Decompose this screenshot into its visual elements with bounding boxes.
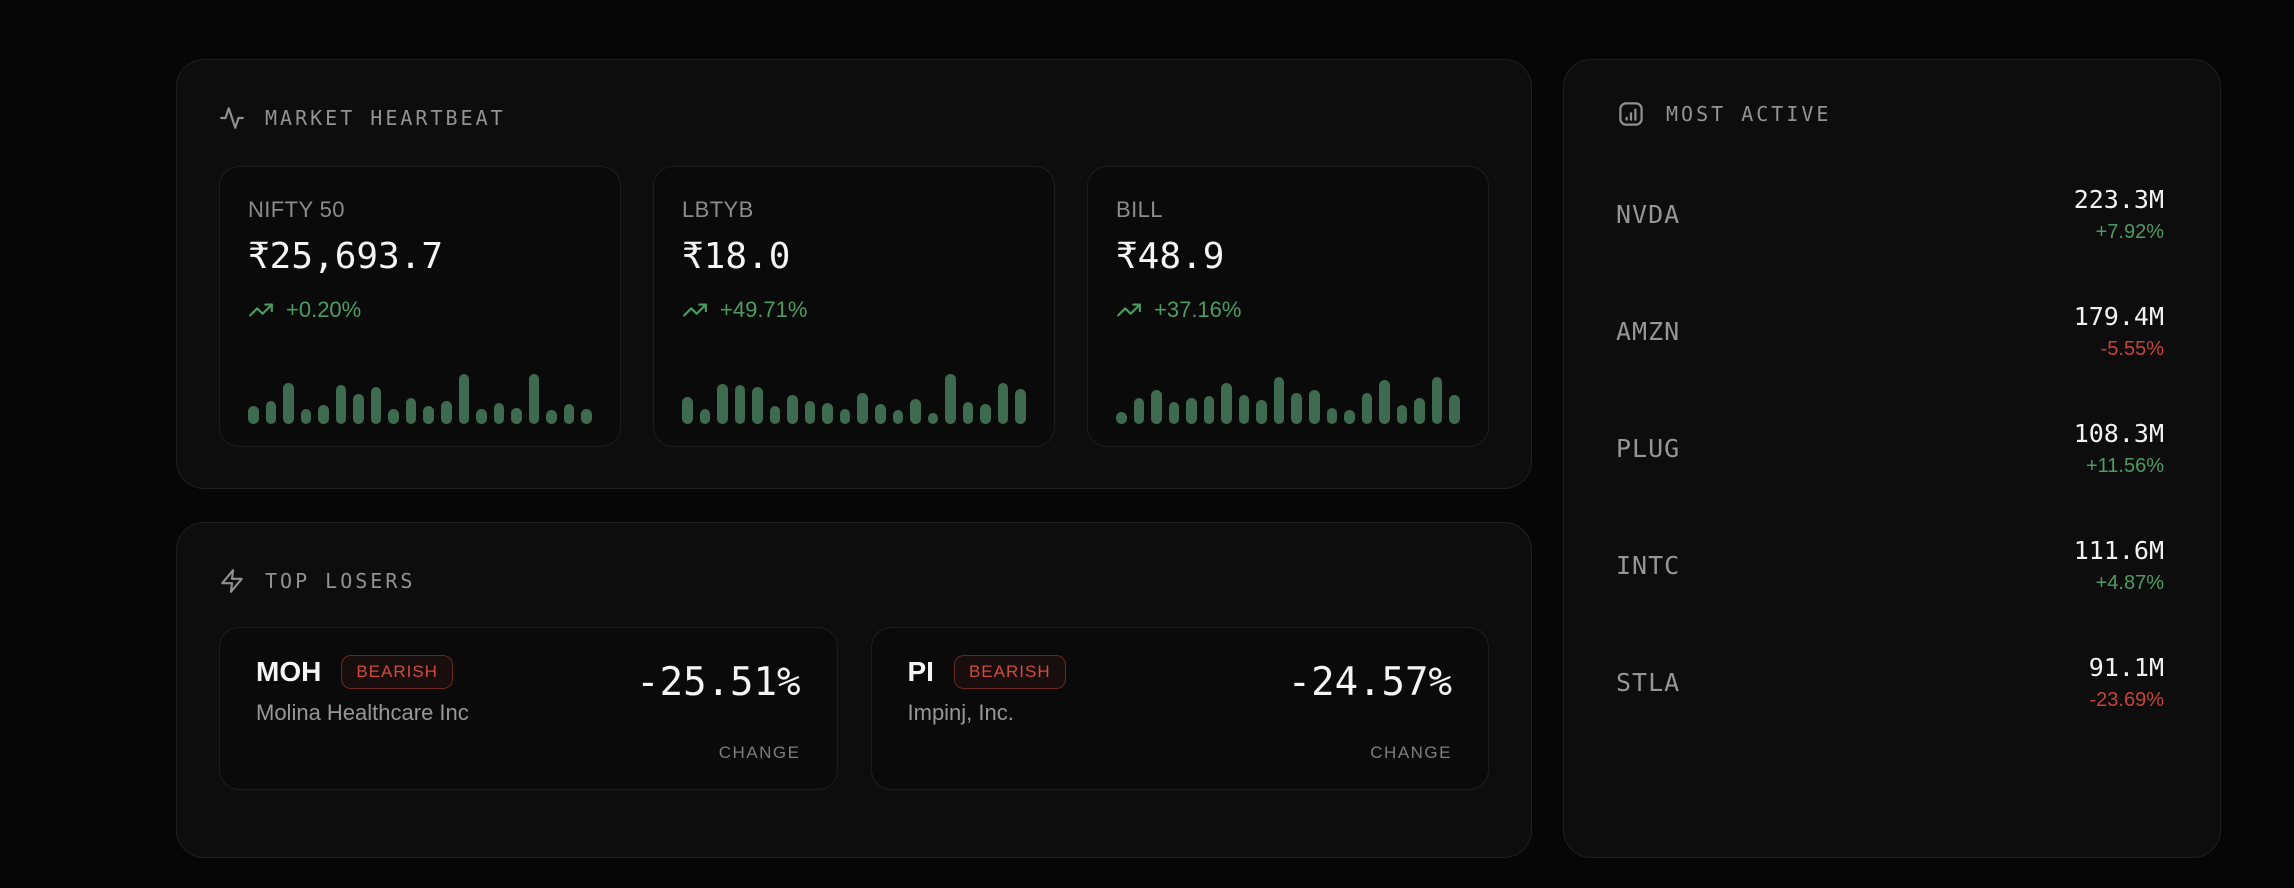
zap-icon: [219, 568, 245, 594]
active-volume: 223.3M: [2073, 185, 2164, 214]
bar-chart-square-icon: [1616, 99, 1646, 129]
active-row-plug[interactable]: PLUG 108.3M +11.56%: [1616, 390, 2164, 507]
active-row-intc[interactable]: INTC 111.6M +4.87%: [1616, 507, 2164, 624]
volume-sparkline: [682, 374, 1026, 424]
active-change: +7.92%: [2095, 221, 2164, 243]
ticker-grid: NIFTY 50 ₹25,693.7 +0.20% LBTYB ₹18.0 +4…: [219, 166, 1489, 447]
active-change: +11.56%: [2085, 455, 2164, 477]
loser-company: Molina Healthcare Inc: [256, 700, 469, 725]
loser-change-label: CHANGE: [1370, 743, 1452, 762]
active-change: +4.87%: [2095, 572, 2164, 594]
active-row-nvda[interactable]: NVDA 223.3M +7.92%: [1616, 156, 2164, 273]
trending-up-icon: [248, 297, 274, 323]
ticker-change: +37.16%: [1154, 297, 1242, 322]
active-symbol: STLA: [1616, 668, 1681, 697]
ticker-card-nifty50[interactable]: NIFTY 50 ₹25,693.7 +0.20%: [219, 166, 621, 447]
active-volume: 111.6M: [2073, 536, 2164, 565]
trending-up-icon: [1116, 297, 1142, 323]
top-losers-panel: TOP LOSERS MOH BEARISH Molina Healthcare…: [176, 522, 1532, 858]
bearish-badge: BEARISH: [341, 655, 453, 689]
active-row-amzn[interactable]: AMZN 179.4M -5.55%: [1616, 273, 2164, 390]
panel-title: MOST ACTIVE: [1666, 102, 1832, 126]
trending-up-icon: [682, 297, 708, 323]
bearish-badge: BEARISH: [953, 655, 1066, 689]
active-change: -23.69%: [2089, 689, 2165, 711]
active-symbol: PLUG: [1616, 434, 1681, 463]
active-symbol: NVDA: [1616, 200, 1681, 229]
ticker-symbol: LBTYB: [682, 197, 754, 222]
ticker-price: ₹25,693.7: [248, 236, 444, 277]
ticker-price: ₹48.9: [1116, 236, 1225, 277]
active-symbol: INTC: [1616, 551, 1681, 580]
loser-change-value: -25.51%: [636, 660, 801, 705]
volume-sparkline: [1116, 374, 1460, 424]
loser-symbol: PI: [907, 656, 934, 687]
active-volume: 91.1M: [2088, 653, 2164, 682]
loser-card-pi[interactable]: PI BEARISH Impinj, Inc. -24.57% CHANGE: [870, 627, 1489, 790]
active-symbol: AMZN: [1616, 317, 1681, 346]
loser-change-label: CHANGE: [718, 743, 801, 762]
active-volume: 179.4M: [2073, 302, 2164, 331]
ticker-change: +0.20%: [286, 297, 362, 322]
ticker-card-bill[interactable]: BILL ₹48.9 +37.16%: [1087, 166, 1489, 447]
market-heartbeat-panel: MARKET HEARTBEAT NIFTY 50 ₹25,693.7 +0.2…: [176, 59, 1532, 489]
volume-sparkline: [248, 374, 592, 424]
most-active-header: MOST ACTIVE: [1616, 98, 2164, 130]
ticker-card-lbtyb[interactable]: LBTYB ₹18.0 +49.71%: [653, 166, 1055, 447]
loser-card-moh[interactable]: MOH BEARISH Molina Healthcare Inc -25.51…: [219, 627, 838, 790]
loser-symbol: MOH: [256, 656, 322, 687]
active-change: -5.55%: [2100, 338, 2164, 360]
ticker-change: +49.71%: [720, 297, 808, 322]
active-row-stla[interactable]: STLA 91.1M -23.69%: [1616, 624, 2164, 741]
loser-change-value: -24.57%: [1287, 660, 1452, 705]
most-active-list: NVDA 223.3M +7.92% AMZN 179.4M -5.55% PL…: [1616, 156, 2164, 741]
top-losers-header: TOP LOSERS: [219, 565, 1489, 597]
activity-icon: [219, 105, 245, 131]
active-volume: 108.3M: [2073, 419, 2164, 448]
ticker-symbol: NIFTY 50: [248, 197, 345, 222]
market-heartbeat-header: MARKET HEARTBEAT: [219, 102, 1489, 134]
most-active-panel: MOST ACTIVE NVDA 223.3M +7.92% AMZN 179.…: [1563, 59, 2221, 858]
panel-title: MARKET HEARTBEAT: [265, 106, 506, 130]
loser-company: Impinj, Inc.: [907, 700, 1014, 725]
ticker-price: ₹18.0: [682, 236, 791, 277]
ticker-symbol: BILL: [1116, 197, 1163, 222]
panel-title: TOP LOSERS: [265, 569, 416, 593]
loser-grid: MOH BEARISH Molina Healthcare Inc -25.51…: [219, 627, 1489, 790]
